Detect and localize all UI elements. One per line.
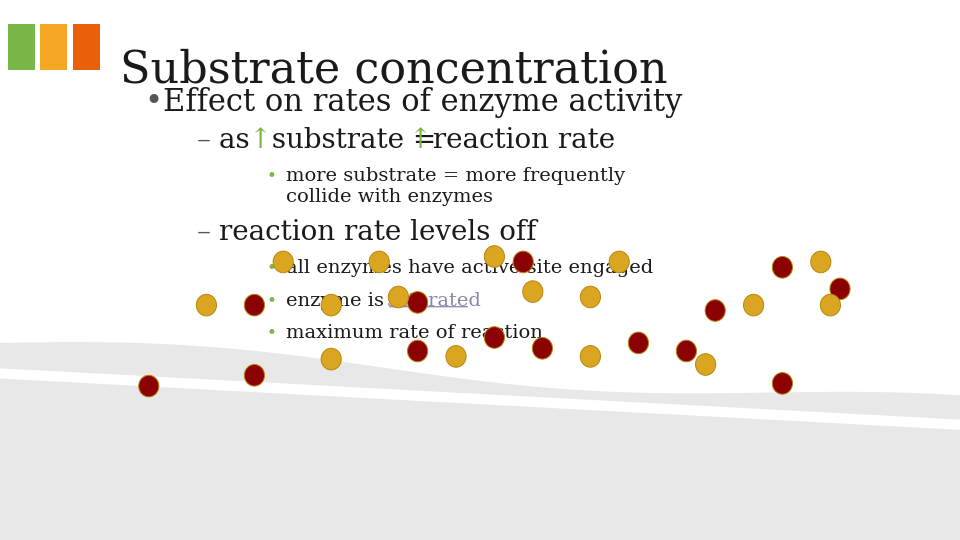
Ellipse shape xyxy=(321,348,342,370)
Ellipse shape xyxy=(513,251,534,273)
Ellipse shape xyxy=(244,294,265,316)
Text: reaction rate: reaction rate xyxy=(424,127,615,154)
Text: more substrate = more frequently
collide with enzymes: more substrate = more frequently collide… xyxy=(286,167,625,206)
Ellipse shape xyxy=(370,251,390,273)
Text: –: – xyxy=(197,127,211,154)
Text: Effect on rates of enzyme activity: Effect on rates of enzyme activity xyxy=(163,87,683,118)
Text: substrate =: substrate = xyxy=(263,127,445,154)
Ellipse shape xyxy=(388,286,409,308)
Text: –: – xyxy=(197,219,211,246)
Text: maximum rate of reaction: maximum rate of reaction xyxy=(286,324,543,342)
Ellipse shape xyxy=(485,246,505,267)
Text: •: • xyxy=(267,292,276,309)
Ellipse shape xyxy=(408,292,428,313)
Ellipse shape xyxy=(820,294,841,316)
Text: •: • xyxy=(267,259,276,277)
Text: •: • xyxy=(267,167,276,185)
Text: all enzymes have active site engaged: all enzymes have active site engaged xyxy=(286,259,654,277)
Text: reaction rate levels off: reaction rate levels off xyxy=(219,219,537,246)
Text: Substrate concentration: Substrate concentration xyxy=(120,49,667,92)
Text: •: • xyxy=(144,87,162,117)
Ellipse shape xyxy=(609,251,630,273)
Ellipse shape xyxy=(138,375,159,397)
Ellipse shape xyxy=(829,278,851,300)
Ellipse shape xyxy=(445,346,467,367)
Text: •: • xyxy=(267,324,276,342)
Ellipse shape xyxy=(321,294,342,316)
FancyBboxPatch shape xyxy=(73,24,100,70)
Text: ↑: ↑ xyxy=(248,127,271,154)
Ellipse shape xyxy=(273,251,294,273)
Ellipse shape xyxy=(695,354,716,375)
Text: as: as xyxy=(219,127,258,154)
Polygon shape xyxy=(0,368,960,430)
Polygon shape xyxy=(0,342,960,540)
Ellipse shape xyxy=(676,340,697,362)
Ellipse shape xyxy=(772,256,793,278)
FancyBboxPatch shape xyxy=(40,24,67,70)
Ellipse shape xyxy=(705,300,726,321)
FancyBboxPatch shape xyxy=(8,24,35,70)
Ellipse shape xyxy=(408,340,428,362)
Ellipse shape xyxy=(810,251,830,273)
Text: saturated: saturated xyxy=(387,292,482,309)
Ellipse shape xyxy=(532,338,553,359)
Ellipse shape xyxy=(485,327,505,348)
Text: ↑: ↑ xyxy=(408,127,431,154)
Text: enzyme is: enzyme is xyxy=(286,292,391,309)
Ellipse shape xyxy=(580,346,601,367)
Ellipse shape xyxy=(629,332,649,354)
Ellipse shape xyxy=(580,286,601,308)
Ellipse shape xyxy=(522,281,543,302)
Ellipse shape xyxy=(772,373,793,394)
Ellipse shape xyxy=(244,364,265,386)
Ellipse shape xyxy=(196,294,217,316)
Ellipse shape xyxy=(743,294,764,316)
